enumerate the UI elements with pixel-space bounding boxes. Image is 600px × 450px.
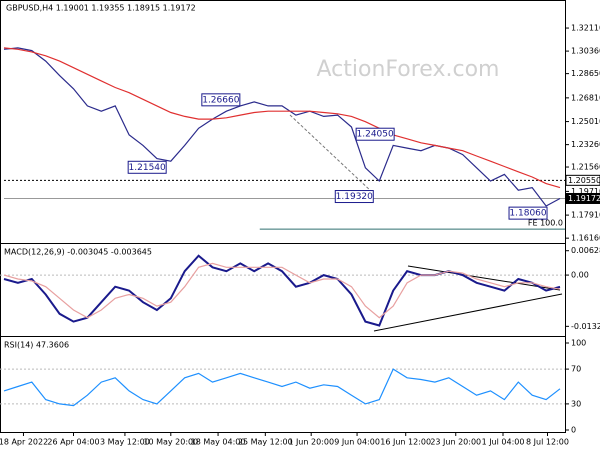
x-tick-label: 26 Apr 04:00	[47, 438, 99, 447]
y-tick-label: 1.26810	[571, 93, 600, 102]
projection-line	[289, 114, 373, 193]
x-tick-label: 18 Apr 2022	[0, 438, 48, 447]
pane-title: RSI(14) 47.3606	[4, 341, 69, 350]
annotation-box	[127, 160, 167, 174]
series-line	[3, 47, 561, 207]
annotation-label: 1.18060	[509, 209, 546, 219]
y-tick-label: 0.00	[571, 271, 589, 280]
chart-title: GBPUSD,H4 1.19001 1.19355 1.18915 1.1917…	[6, 4, 196, 13]
annotation-label: 1.24050	[357, 130, 394, 140]
x-tick-label: 16 Jun 12:00	[380, 438, 431, 447]
y-tick-label: 1.19710	[571, 187, 600, 196]
x-tick-label: 3 May 12:00	[100, 438, 150, 447]
trendline	[407, 265, 561, 291]
y-tick-label: 1.16160	[571, 234, 600, 243]
pane-title: MACD(12,26,9) -0.003045 -0.003645	[4, 248, 152, 257]
y-tick-label: 1.23260	[571, 140, 600, 149]
series-line	[3, 254, 561, 327]
x-tick-label: 18 May 04:00	[191, 438, 246, 447]
series-line	[3, 262, 561, 319]
x-tick-label: 9 Jun 04:00	[334, 438, 380, 447]
frame	[0, 0, 566, 433]
annotation-box	[334, 190, 374, 204]
annotation-label: 1.26660	[202, 95, 239, 105]
y-tick-label: 1.17910	[571, 211, 600, 220]
y-tick-label: 1.28650	[571, 69, 600, 78]
trendline	[373, 293, 563, 332]
annotation-label: 1.21540	[129, 163, 166, 173]
annotation-label: 1.19320	[336, 192, 373, 202]
level-box	[565, 174, 600, 186]
x-tick-label: 1 Jun 20:00	[288, 438, 334, 447]
annotation-box	[508, 206, 548, 220]
level-label: 1.19172	[568, 194, 600, 203]
x-tick-label: 25 May 12:00	[238, 438, 293, 447]
level-label: FE 100.0	[528, 219, 563, 228]
x-tick-label: 1 Jul 04:00	[482, 438, 525, 447]
y-tick-label: 0	[571, 426, 576, 435]
y-tick-label: 1.32110	[571, 24, 600, 33]
y-tick-label: 100	[571, 339, 586, 348]
y-tick-label: 1.30360	[571, 47, 600, 56]
series-line	[3, 47, 561, 189]
y-tick-label: 1.25010	[571, 117, 600, 126]
series-line	[3, 368, 561, 407]
y-tick-label: 0.006285	[571, 246, 600, 255]
x-tick-label: 10 May 20:00	[143, 438, 198, 447]
annotation-box	[355, 127, 395, 141]
y-tick-label: 70	[571, 365, 581, 374]
y-tick-label: -0.013223	[571, 322, 600, 331]
x-tick-label: 8 Jul 12:00	[526, 438, 569, 447]
watermark: ActionForex.com	[317, 57, 500, 82]
y-tick-label: 30	[571, 399, 581, 408]
x-tick-label: 23 Jun 20:00	[430, 438, 481, 447]
y-tick-label: 1.21560	[571, 163, 600, 172]
level-box	[565, 192, 600, 204]
level-label: 1.20550	[568, 176, 600, 185]
annotation-box	[201, 93, 241, 107]
